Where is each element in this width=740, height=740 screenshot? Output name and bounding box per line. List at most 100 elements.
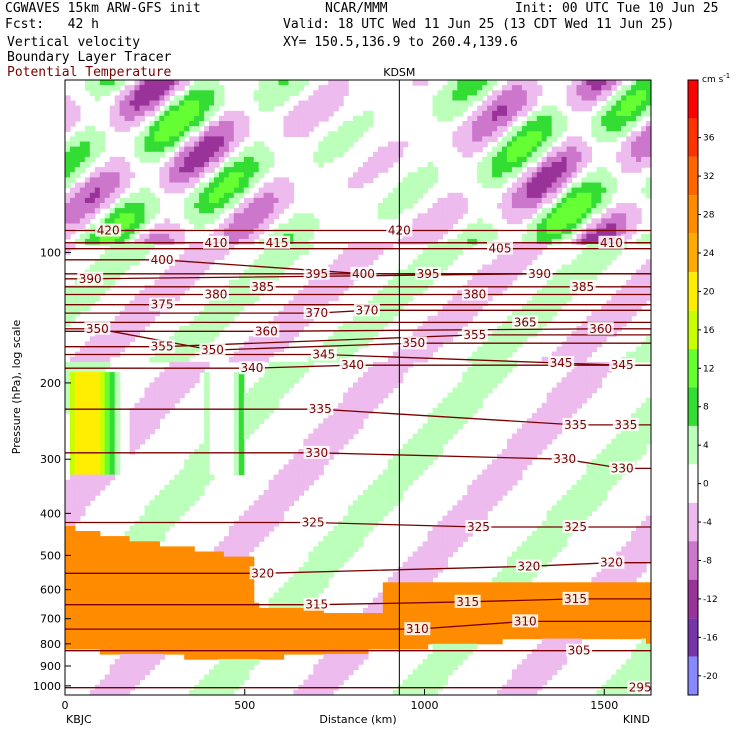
field-cell: [184, 361, 190, 368]
field-cell: [397, 689, 404, 695]
field-cell: [154, 648, 160, 655]
field-cell: [248, 428, 255, 435]
field-cell: [65, 484, 71, 491]
field-cell: [119, 633, 126, 640]
field-cell: [243, 674, 250, 681]
field-cell: [268, 218, 275, 225]
field-cell: [407, 233, 414, 240]
field-cell: [382, 213, 389, 219]
field-cell: [273, 367, 280, 373]
field-cell: [372, 156, 379, 163]
field-cell: [204, 623, 210, 629]
field-cell: [109, 346, 116, 353]
field-cell: [114, 115, 121, 122]
field-cell: [417, 443, 424, 450]
field-cell: [184, 269, 190, 276]
field-cell: [402, 233, 409, 240]
field-cell: [258, 505, 265, 512]
field-cell: [194, 105, 200, 112]
field-cell: [79, 438, 86, 445]
field-cell: [109, 326, 116, 332]
field-cell: [70, 490, 76, 496]
field-cell: [70, 623, 76, 629]
field-cell: [427, 607, 434, 614]
field-cell: [407, 438, 414, 445]
field-cell: [223, 320, 230, 327]
field-cell: [278, 346, 285, 353]
field-cell: [189, 126, 195, 132]
field-cell: [238, 356, 245, 363]
field-cell: [149, 238, 155, 245]
field-cell: [139, 413, 146, 419]
field-cell: [159, 531, 165, 537]
field-cell: [343, 525, 349, 532]
field-cell: [293, 377, 299, 383]
field-cell: [154, 659, 160, 665]
field-cell: [79, 556, 86, 563]
field-cell: [343, 633, 349, 640]
field-cell: [84, 495, 91, 501]
field-cell: [238, 551, 245, 558]
field-cell: [209, 121, 215, 127]
field-cell: [114, 177, 121, 184]
field-cell: [328, 105, 334, 112]
field-cell: [189, 382, 195, 389]
field-cell: [179, 126, 185, 132]
field-cell: [273, 402, 280, 409]
field-cell: [313, 156, 319, 163]
field-cell: [174, 377, 180, 383]
field-cell: [238, 167, 245, 173]
field-cell: [268, 208, 275, 214]
field-cell: [328, 643, 334, 650]
field-cell: [228, 582, 235, 588]
field-cell: [144, 218, 151, 225]
field-cell: [233, 295, 240, 301]
field-cell: [248, 203, 255, 209]
field-cell: [298, 361, 304, 368]
field-cell: [233, 238, 240, 245]
field-cell: [129, 121, 136, 127]
field-cell: [184, 469, 190, 476]
field-cell: [149, 80, 155, 86]
field-cell: [74, 408, 81, 414]
field-cell: [74, 238, 81, 245]
field-cell: [248, 213, 255, 219]
field-cell: [109, 115, 116, 122]
field-cell: [99, 146, 106, 153]
field-cell: [214, 151, 220, 158]
field-cell: [119, 336, 126, 342]
field-cell: [129, 192, 136, 199]
field-cell: [169, 146, 175, 153]
field-cell: [263, 367, 270, 373]
field-cell: [283, 377, 290, 383]
field-cell: [70, 449, 76, 455]
field-cell: [288, 495, 295, 501]
field-cell: [104, 372, 111, 378]
field-cell: [129, 90, 136, 96]
field-cell: [258, 643, 265, 650]
field-cell: [84, 474, 91, 481]
field-cell: [65, 121, 71, 127]
field-cell: [99, 464, 106, 471]
field-cell: [104, 551, 111, 558]
field-cell: [243, 285, 250, 291]
field-cell: [303, 249, 309, 255]
field-cell: [253, 151, 260, 158]
field-cell: [70, 577, 76, 583]
field-cell: [179, 167, 185, 173]
field-cell: [169, 269, 175, 276]
field-cell: [189, 208, 195, 214]
field-cell: [164, 141, 170, 148]
field-cell: [333, 408, 339, 414]
field-cell: [298, 249, 304, 255]
field-cell: [298, 597, 304, 604]
field-cell: [333, 664, 339, 670]
field-cell: [323, 541, 329, 547]
field-cell: [159, 520, 165, 527]
field-cell: [358, 172, 364, 178]
field-cell: [298, 372, 304, 378]
field-cell: [184, 484, 190, 491]
field-cell: [288, 115, 295, 122]
field-cell: [70, 454, 76, 460]
field-cell: [89, 208, 96, 214]
